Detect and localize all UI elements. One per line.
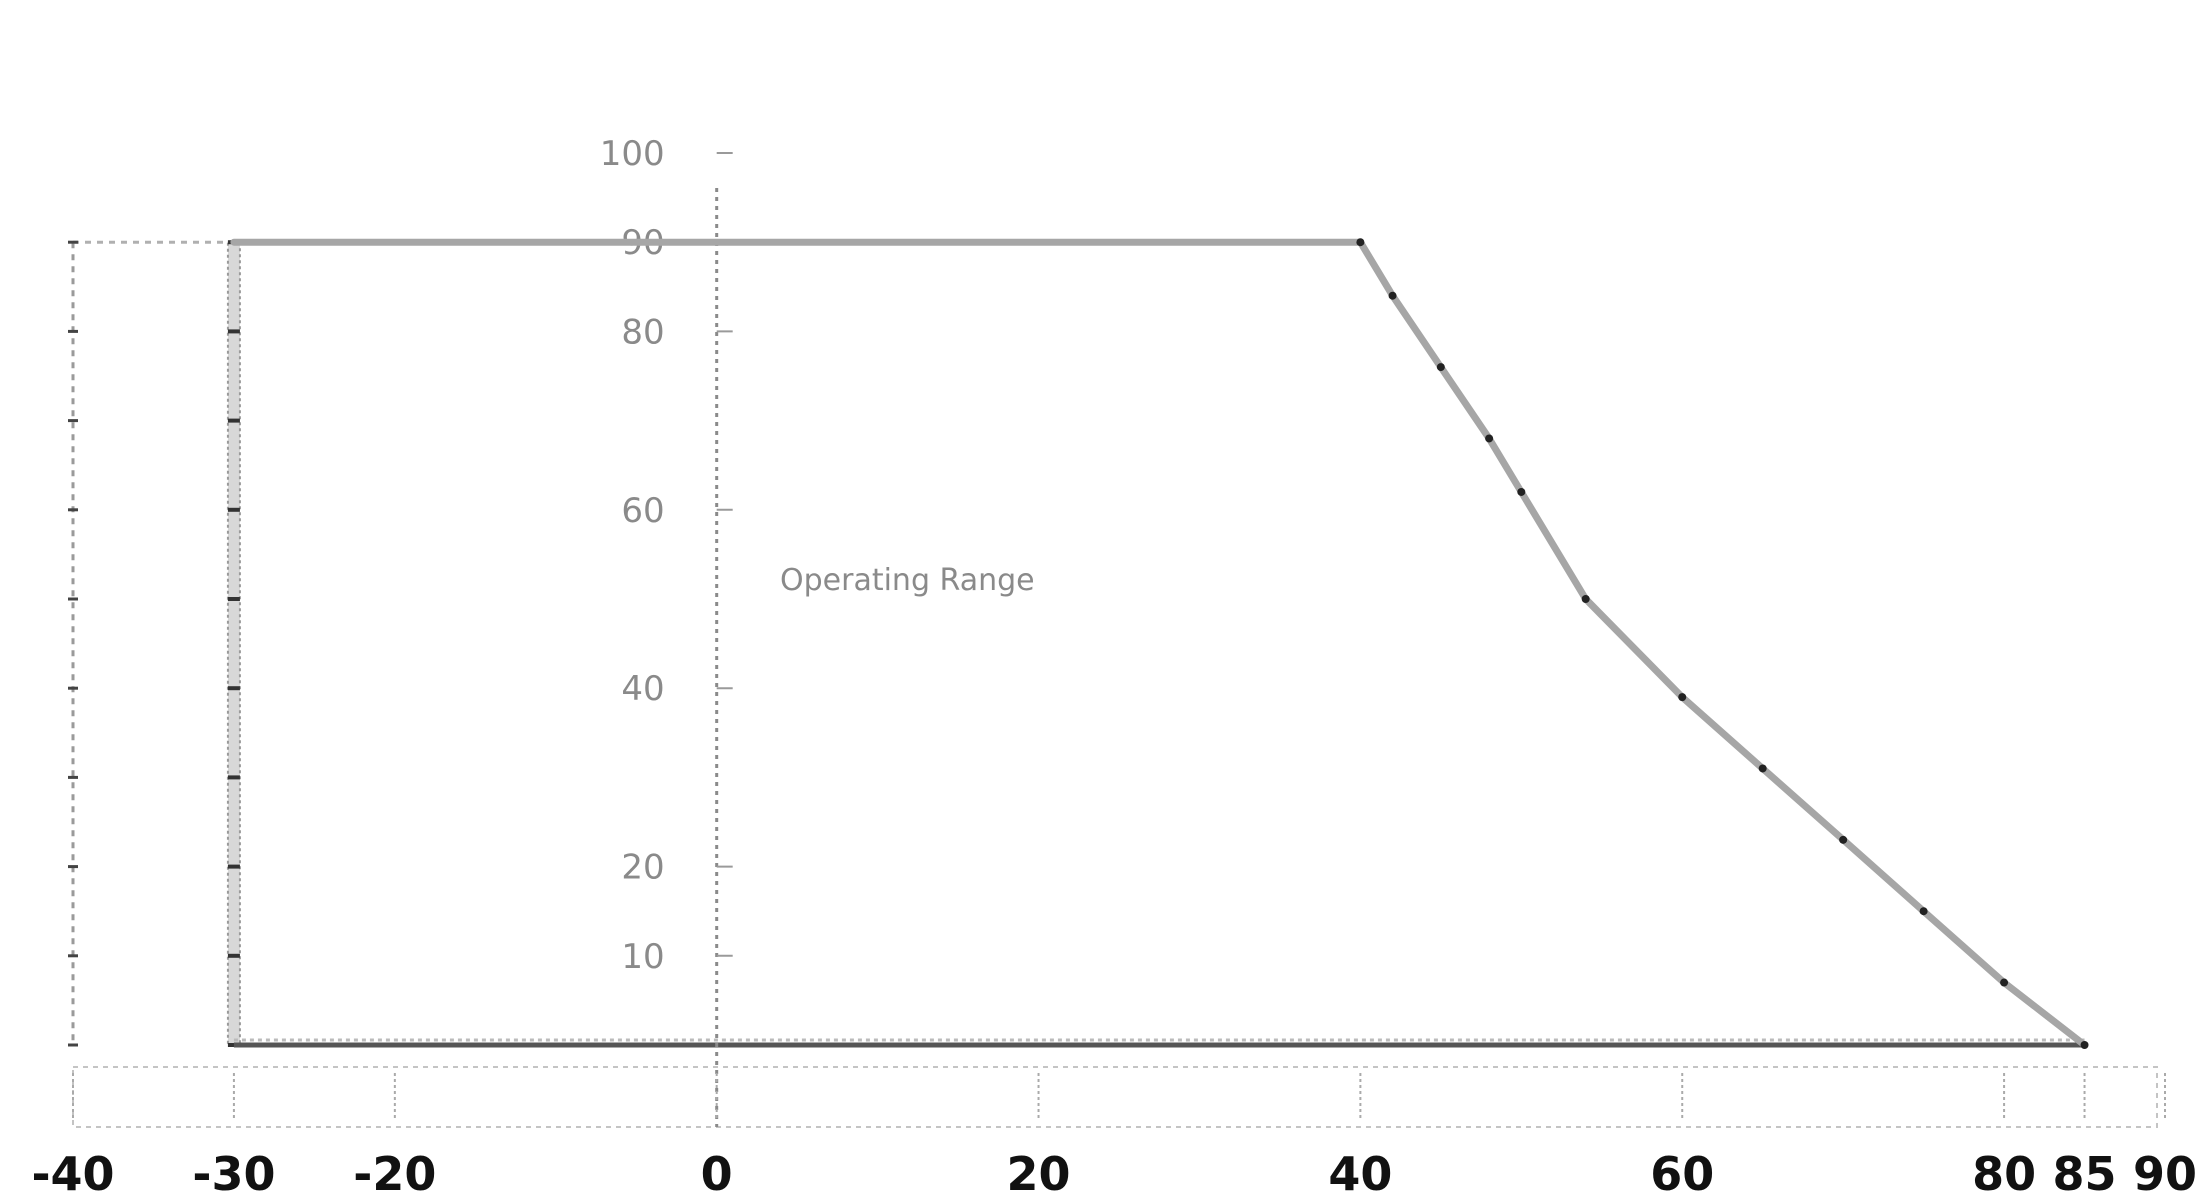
data-point <box>1388 291 1397 300</box>
x-tick-label: 90 <box>2133 1147 2197 1199</box>
data-point <box>1839 835 1848 844</box>
data-point <box>2000 978 2009 987</box>
y-tick-label: 40 <box>621 669 664 709</box>
data-point <box>1517 487 1526 496</box>
operating-range-label: Operating Range <box>780 563 1035 598</box>
data-point <box>1919 907 1928 916</box>
y-tick-label: 60 <box>621 491 664 531</box>
operating-range-area <box>226 240 2085 1048</box>
x-tick-label: 85 <box>2053 1147 2117 1199</box>
data-point <box>1436 363 1445 372</box>
series-line <box>230 238 2088 1049</box>
outer-frame <box>68 240 234 1047</box>
x-tick-label: 0 <box>701 1147 733 1199</box>
grid-lines <box>72 1066 2158 1128</box>
x-tick-label: -30 <box>192 1147 275 1199</box>
x-tick-label: -40 <box>31 1147 114 1199</box>
x-tick-label: -20 <box>353 1147 436 1199</box>
data-point <box>1356 238 1365 247</box>
y-tick-label: 100 <box>600 134 665 174</box>
x-tick-label: 40 <box>1328 1147 1392 1199</box>
x-tick-label: 20 <box>1007 1147 1071 1199</box>
derating-curve <box>230 238 2089 1049</box>
range-left-bar <box>226 241 241 1046</box>
data-point <box>1678 693 1687 702</box>
data-point <box>1485 434 1494 443</box>
bottom-strip <box>72 1066 2158 1128</box>
y-tick-label: 80 <box>621 312 664 352</box>
data-point <box>2080 1041 2089 1049</box>
data-point <box>1758 764 1767 773</box>
y-tick-label: 10 <box>621 937 664 977</box>
annotations: Operating Range <box>780 563 1035 598</box>
y-tick-label: 20 <box>621 848 664 888</box>
x-tick-label: 80 <box>1972 1147 2036 1199</box>
x-tick-label: 60 <box>1650 1147 1714 1199</box>
data-point <box>1581 595 1590 603</box>
x-axis: -40 -30 -20 0 20 40 60 80 85 90 <box>31 1073 2197 1199</box>
